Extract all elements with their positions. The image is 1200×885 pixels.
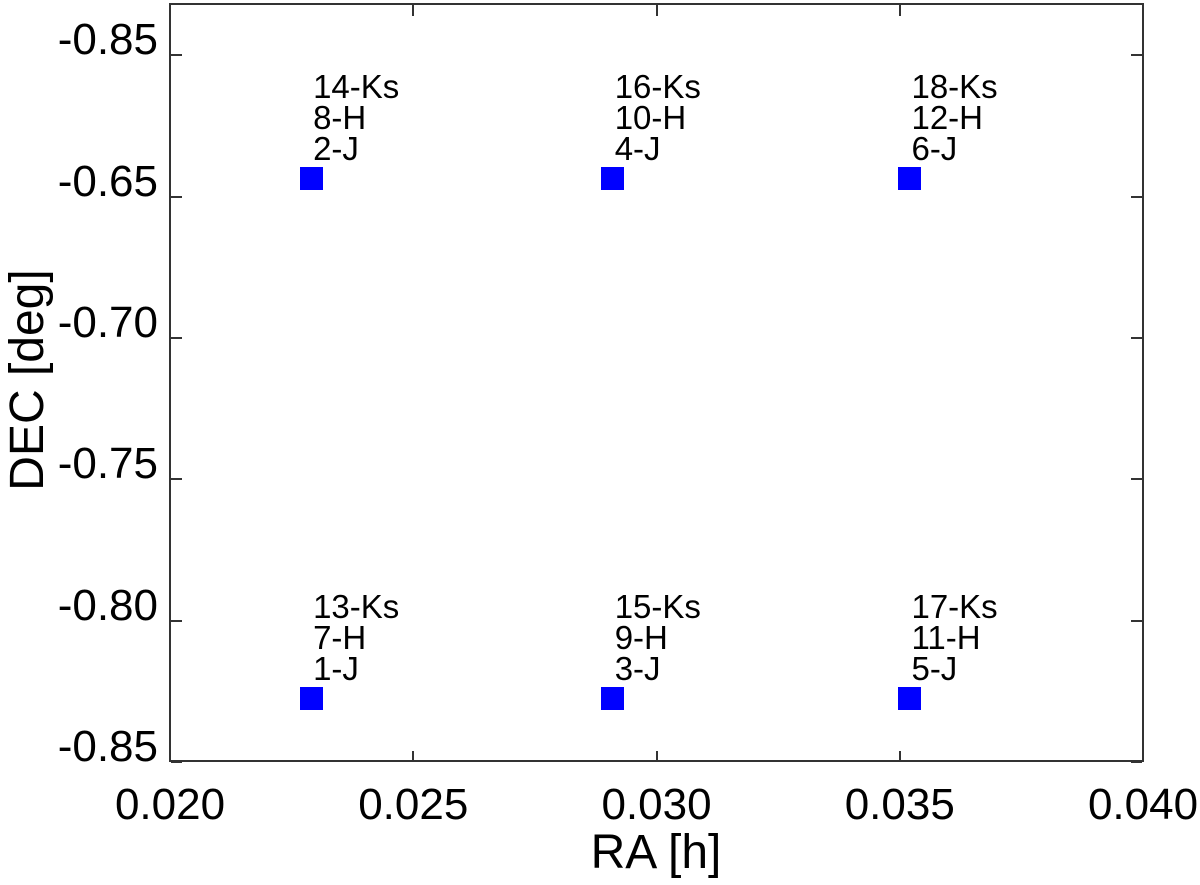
- point-label: 18-Ks: [911, 67, 998, 105]
- data-point-labels: 18-Ks 12-H 6-J: [911, 67, 998, 167]
- point-label: 5-J: [911, 649, 958, 687]
- y-tick-left: [171, 195, 182, 198]
- x-tick-top: [169, 5, 171, 16]
- point-label: 15-Ks: [614, 587, 701, 625]
- point-label: 4-J: [614, 129, 661, 167]
- y-tick-right: [1131, 619, 1142, 622]
- x-tick-top: [1142, 5, 1144, 16]
- data-point-marker: [601, 686, 625, 710]
- point-label: 1-J: [313, 649, 359, 687]
- point-label: 11-H: [911, 618, 981, 656]
- point-label: 14-Ks: [313, 67, 400, 105]
- x-tick-label: 0.035: [844, 780, 955, 829]
- x-tick-bottom: [898, 751, 901, 762]
- x-tick-bottom: [655, 751, 658, 762]
- point-label: 12-H: [911, 98, 983, 136]
- y-tick-left: [171, 619, 182, 622]
- x-tick-bottom: [169, 751, 171, 762]
- x-tick-bottom: [1142, 751, 1144, 762]
- y-tick-left: [171, 337, 182, 340]
- data-point-labels: 13-Ks 7-H 1-J: [313, 587, 400, 687]
- y-tick-label: -0.70: [57, 298, 158, 348]
- y-tick-left: [171, 761, 182, 763]
- x-tick-label: 0.025: [358, 780, 469, 829]
- plot-area: [169, 3, 1144, 762]
- data-point-labels: 14-Ks 8-H 2-J: [313, 67, 400, 167]
- point-label: 17-Ks: [911, 587, 998, 625]
- data-point-labels: 16-Ks 10-H 4-J: [614, 67, 701, 167]
- data-point-labels: 15-Ks 9-H 3-J: [614, 587, 701, 687]
- y-tick-left: [171, 478, 182, 481]
- y-tick-label: -0.85: [57, 722, 158, 771]
- y-tick-right: [1131, 337, 1142, 340]
- point-label: 3-J: [614, 649, 661, 687]
- data-point-marker: [897, 686, 921, 710]
- point-label: 2-J: [313, 129, 359, 167]
- point-label: 6-J: [911, 129, 958, 167]
- y-tick-right: [1131, 195, 1142, 198]
- data-point-marker: [897, 166, 921, 190]
- data-point-marker: [299, 686, 323, 710]
- data-point-marker: [299, 166, 323, 190]
- y-tick-label: -0.65: [57, 156, 158, 206]
- x-tick-top: [898, 5, 901, 16]
- y-tick-right: [1131, 761, 1142, 763]
- data-point-labels: 17-Ks 11-H 5-J: [911, 587, 998, 687]
- x-tick-top: [655, 5, 658, 16]
- point-label: 9-H: [614, 618, 668, 656]
- point-label: 8-H: [313, 98, 367, 136]
- point-label: 10-H: [614, 98, 687, 136]
- point-label: 13-Ks: [313, 587, 400, 625]
- x-tick-bottom: [412, 751, 415, 762]
- y-tick-right: [1131, 478, 1142, 481]
- point-label: 7-H: [313, 618, 367, 656]
- x-tick-label: 0.040: [1087, 780, 1199, 829]
- point-label: 16-Ks: [614, 67, 701, 105]
- y-tick-label: -0.80: [57, 580, 158, 630]
- x-axis-title: RA [h]: [590, 826, 722, 879]
- x-tick-label: 0.020: [114, 780, 226, 829]
- data-point-marker: [601, 166, 625, 190]
- y-tick-left: [171, 54, 182, 57]
- x-tick-label: 0.030: [601, 780, 712, 829]
- y-tick-right: [1131, 54, 1142, 57]
- y-tick-label: -0.75: [57, 439, 158, 489]
- x-tick-top: [412, 5, 415, 16]
- y-tick-label: -0.85: [57, 15, 158, 65]
